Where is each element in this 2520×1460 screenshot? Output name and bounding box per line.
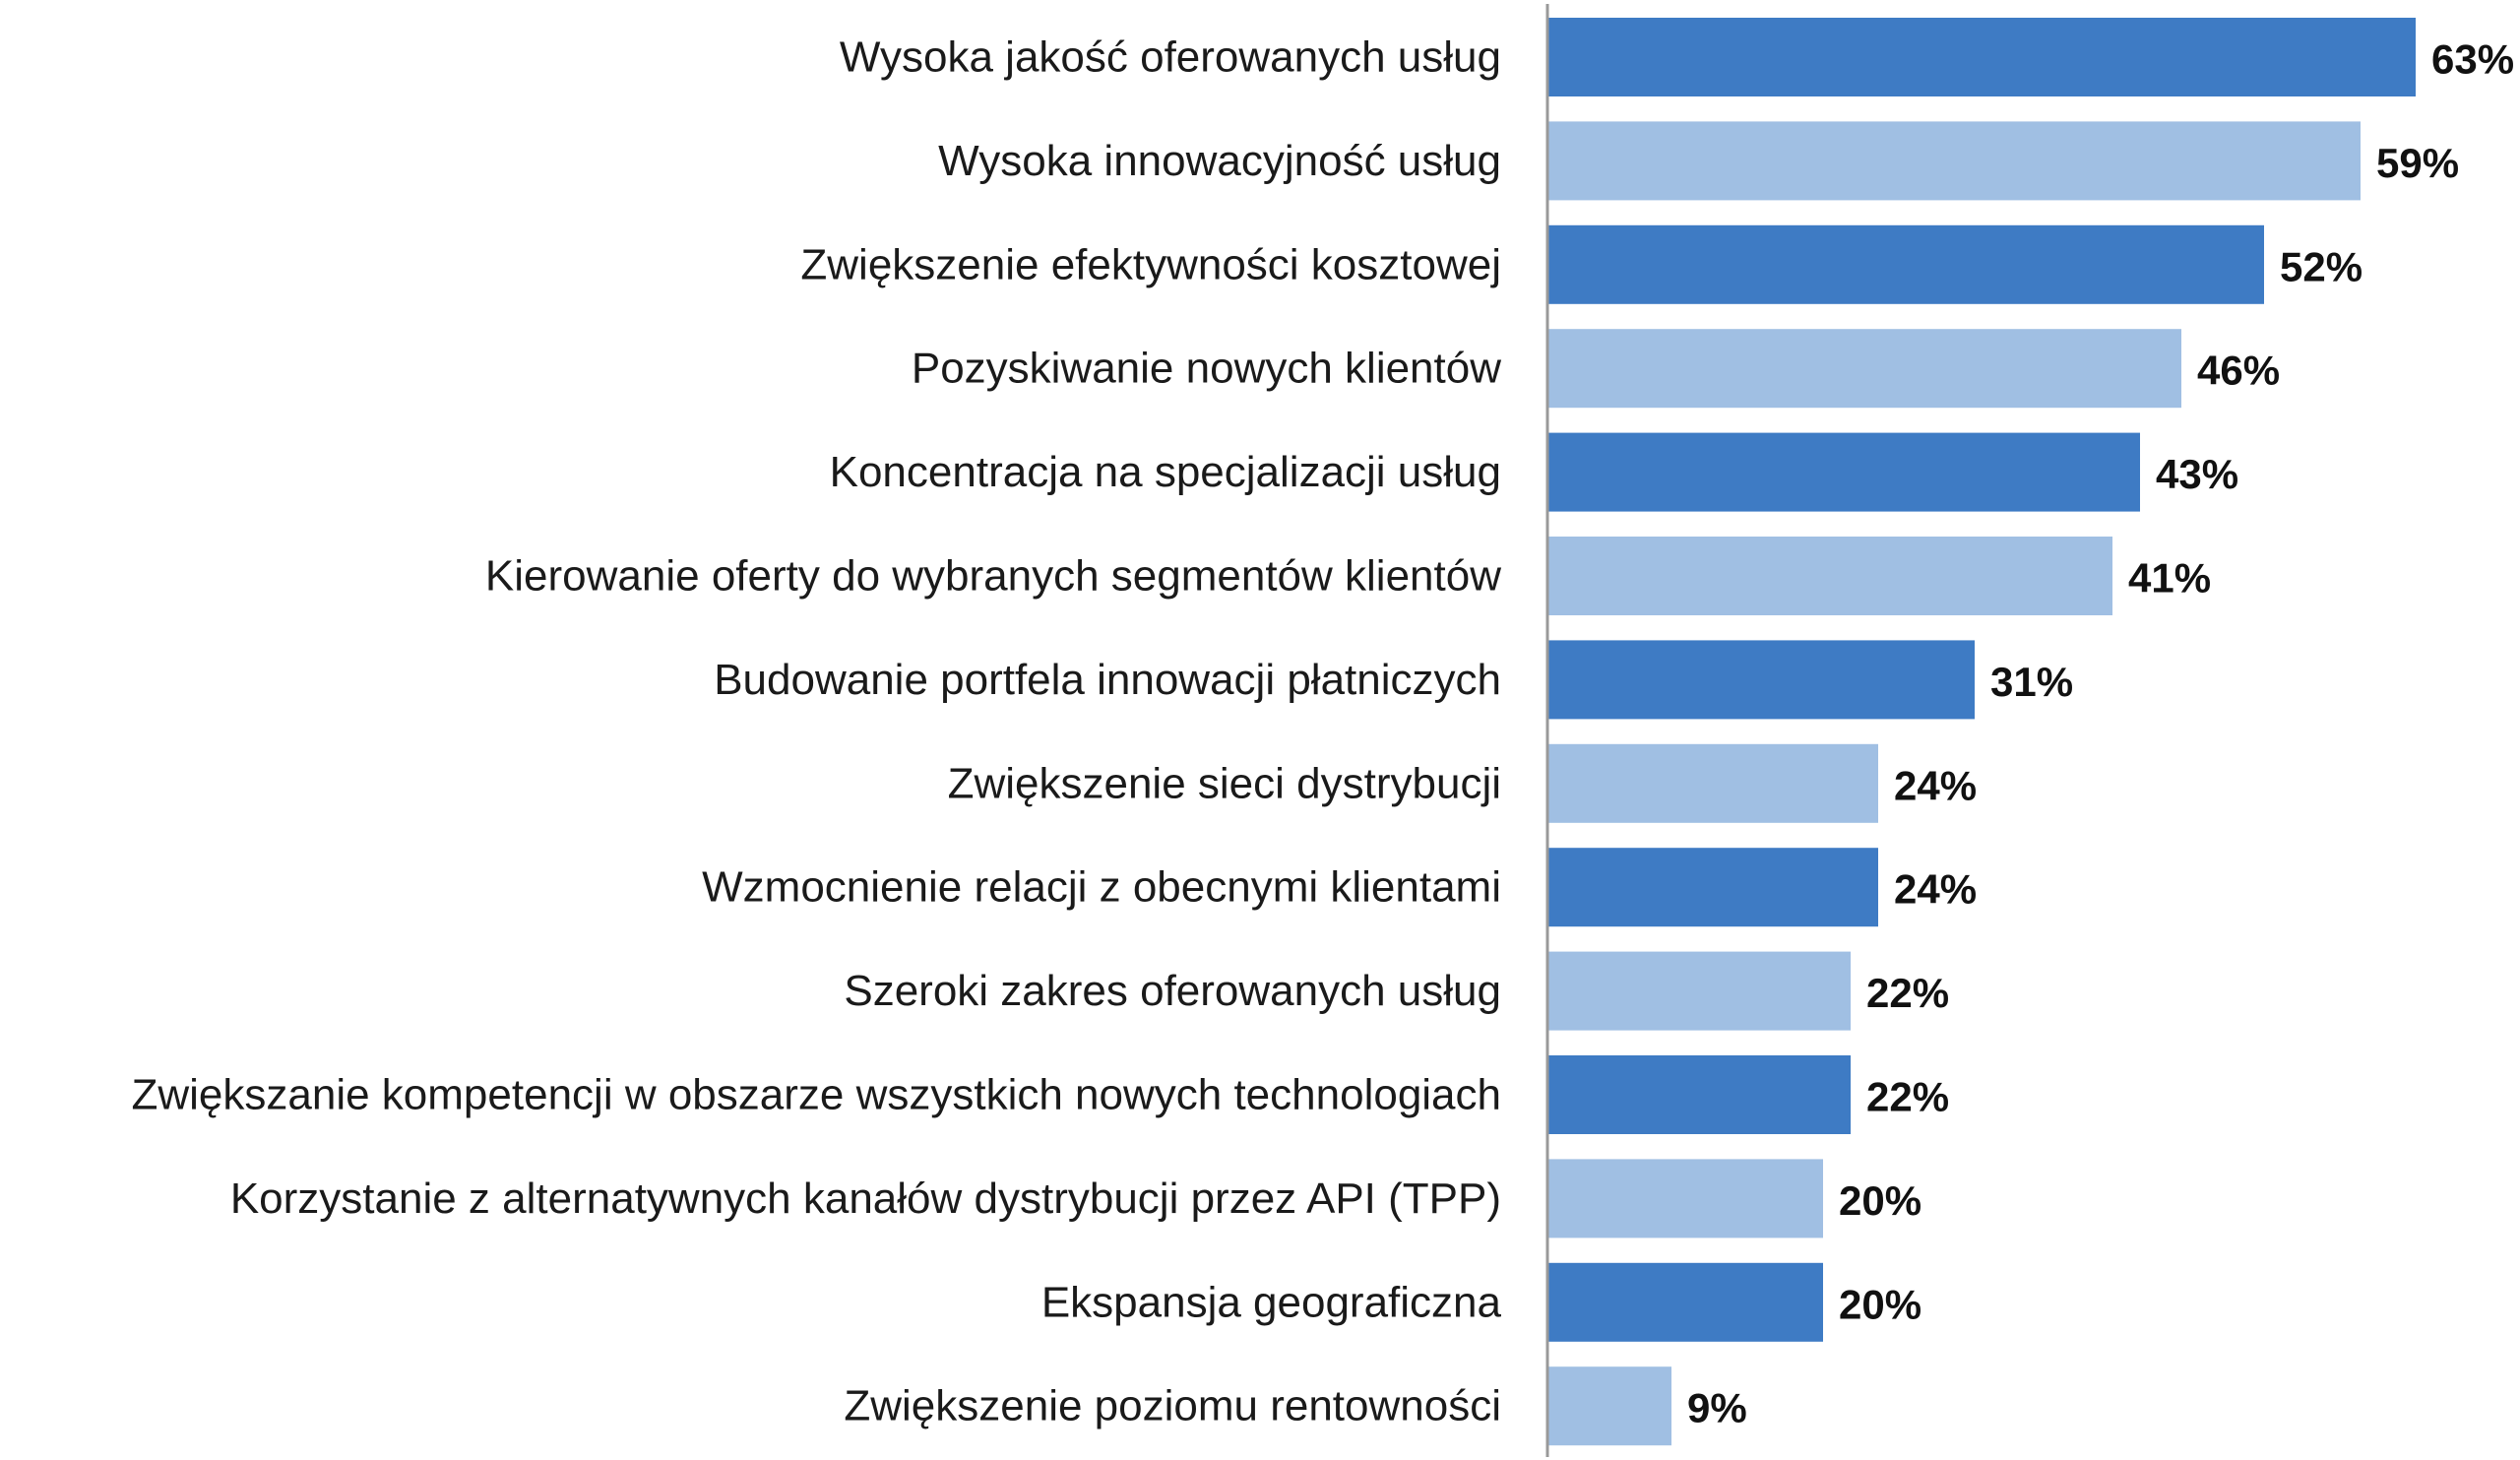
value-label: 20%: [1839, 1281, 1922, 1327]
category-label: Zwiększenie poziomu rentowności: [844, 1382, 1501, 1430]
value-label: 22%: [1866, 970, 1949, 1016]
bars: [1547, 18, 2416, 1446]
category-label: Ekspansja geograficzna: [1041, 1278, 1502, 1326]
value-labels: 63% 59% 52% 46% 43% 41% 31% 24% 24% 22% 22% 20% 20% 9…: [1687, 36, 2514, 1431]
bar: [1547, 432, 2140, 512]
category-label: Zwiększenie efektywności kosztowej: [800, 240, 1501, 288]
category-label: Pozyskiwanie nowych klientów: [912, 345, 1501, 393]
category-label: Budowanie portfela innowacji płatniczych: [714, 656, 1501, 704]
value-label: 59%: [2376, 140, 2459, 186]
category-labels: Wysoka jakość oferowanych usług Wysoka in…: [132, 33, 1502, 1430]
value-label: 46%: [2197, 348, 2280, 394]
bar: [1547, 848, 1878, 927]
bar: [1547, 121, 2361, 201]
value-label: 41%: [2128, 555, 2211, 602]
bar: [1547, 743, 1878, 823]
category-label: Wysoka innowacyjność usług: [938, 137, 1501, 185]
category-label: Zwiększanie kompetencji w obszarze wszys…: [132, 1071, 1502, 1119]
bar: [1547, 329, 2181, 409]
category-label: Korzystanie z alternatywnych kanałów dys…: [230, 1174, 1501, 1223]
value-label: 20%: [1839, 1177, 1922, 1224]
value-label: 52%: [2280, 243, 2362, 289]
category-label: Szeroki zakres oferowanych usług: [844, 967, 1501, 1015]
bar: [1547, 640, 1975, 720]
category-label: Wysoka jakość oferowanych usług: [840, 33, 1501, 82]
value-label: 24%: [1894, 866, 1977, 913]
bar: [1547, 224, 2264, 304]
bar: [1547, 951, 1851, 1031]
category-label: Wzmocnienie relacji z obecnymi klientami: [702, 863, 1501, 912]
category-label: Koncentracja na specjalizacji usług: [830, 448, 1501, 496]
value-label: 22%: [1866, 1074, 1949, 1120]
value-label: 63%: [2431, 36, 2514, 83]
category-label: Kierowanie oferty do wybranych segmentów…: [485, 552, 1501, 601]
bar: [1547, 1055, 1851, 1134]
bar: [1547, 1366, 1671, 1446]
value-label: 9%: [1687, 1385, 1747, 1431]
value-label: 24%: [1894, 762, 1977, 808]
value-label: 43%: [2156, 451, 2238, 497]
bar: [1547, 1159, 1823, 1238]
bar: [1547, 18, 2416, 96]
bar: [1547, 537, 2112, 615]
bar: [1547, 1262, 1823, 1342]
category-label: Zwiększenie sieci dystrybucji: [948, 759, 1501, 807]
value-label: 31%: [1990, 659, 2073, 705]
